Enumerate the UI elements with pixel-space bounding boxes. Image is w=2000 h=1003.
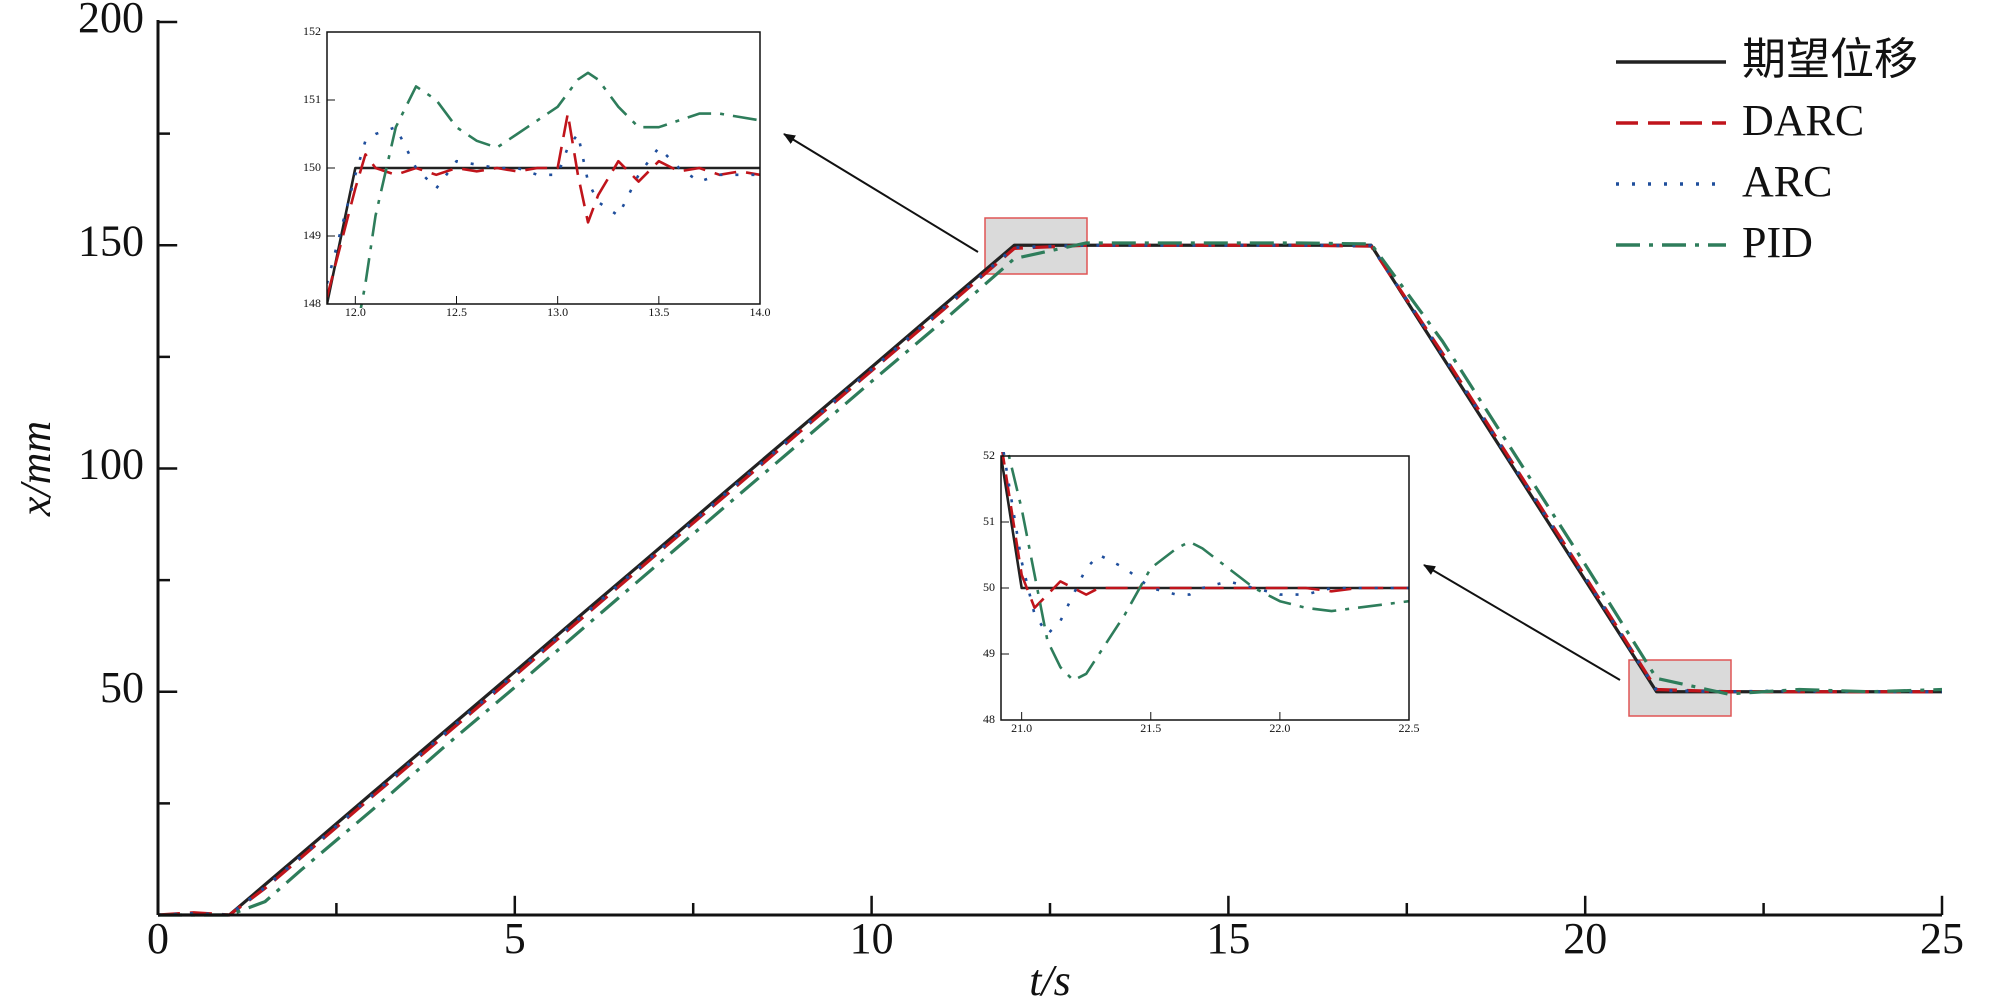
- series-line: [1001, 452, 1409, 610]
- series-line: [327, 125, 760, 284]
- x-tick-label: 20: [1563, 914, 1607, 963]
- x-tick-label: 13.5: [648, 305, 669, 319]
- x-tick-label: 22.0: [1269, 721, 1290, 735]
- series-line: [158, 243, 1942, 917]
- y-tick-label: 200: [78, 0, 144, 42]
- y-tick-label: 52: [983, 448, 995, 462]
- legend-label: 期望位移: [1742, 35, 1918, 84]
- zoom-region: [1628, 659, 1732, 717]
- series-line: [1006, 452, 1409, 682]
- y-tick-label: 50: [100, 663, 144, 712]
- x-tick-label: 5: [504, 914, 526, 963]
- zoom-arrow: [783, 133, 979, 253]
- x-tick-label: 15: [1206, 914, 1250, 963]
- series-line: [327, 112, 760, 298]
- x-tick-label: 21.0: [1011, 721, 1032, 735]
- series-line: [359, 71, 760, 308]
- y-tick-label: 51: [983, 514, 995, 528]
- x-tick-label: 14.0: [750, 305, 771, 319]
- legend-label: ARC: [1742, 157, 1832, 206]
- y-tick-label: 100: [78, 440, 144, 489]
- x-tick-label: 12.5: [446, 305, 467, 319]
- y-tick-label: 49: [983, 646, 995, 660]
- x-tick-label: 12.0: [345, 305, 366, 319]
- y-tick-label: 149: [303, 228, 321, 242]
- x-tick-label: 13.0: [547, 305, 568, 319]
- y-tick-label: 50: [983, 580, 995, 594]
- x-axis-label: t/s: [1029, 956, 1071, 1003]
- x-tick-label: 0: [147, 914, 169, 963]
- y-axis-label: x/mm: [11, 421, 60, 517]
- zoom-arrow: [1423, 564, 1621, 681]
- y-tick-label: 152: [303, 24, 321, 38]
- y-tick-label: 48: [983, 712, 995, 726]
- series-line: [158, 241, 1942, 917]
- legend-label: PID: [1742, 218, 1813, 267]
- x-tick-label: 21.5: [1140, 721, 1161, 735]
- x-tick-label: 25: [1920, 914, 1964, 963]
- x-tick-label: 10: [850, 914, 894, 963]
- legend-label: DARC: [1742, 96, 1864, 145]
- y-tick-label: 150: [303, 160, 321, 174]
- y-tick-label: 148: [303, 296, 321, 310]
- y-tick-label: 151: [303, 92, 321, 106]
- x-tick-label: 22.5: [1399, 721, 1420, 735]
- y-tick-label: 150: [78, 216, 144, 265]
